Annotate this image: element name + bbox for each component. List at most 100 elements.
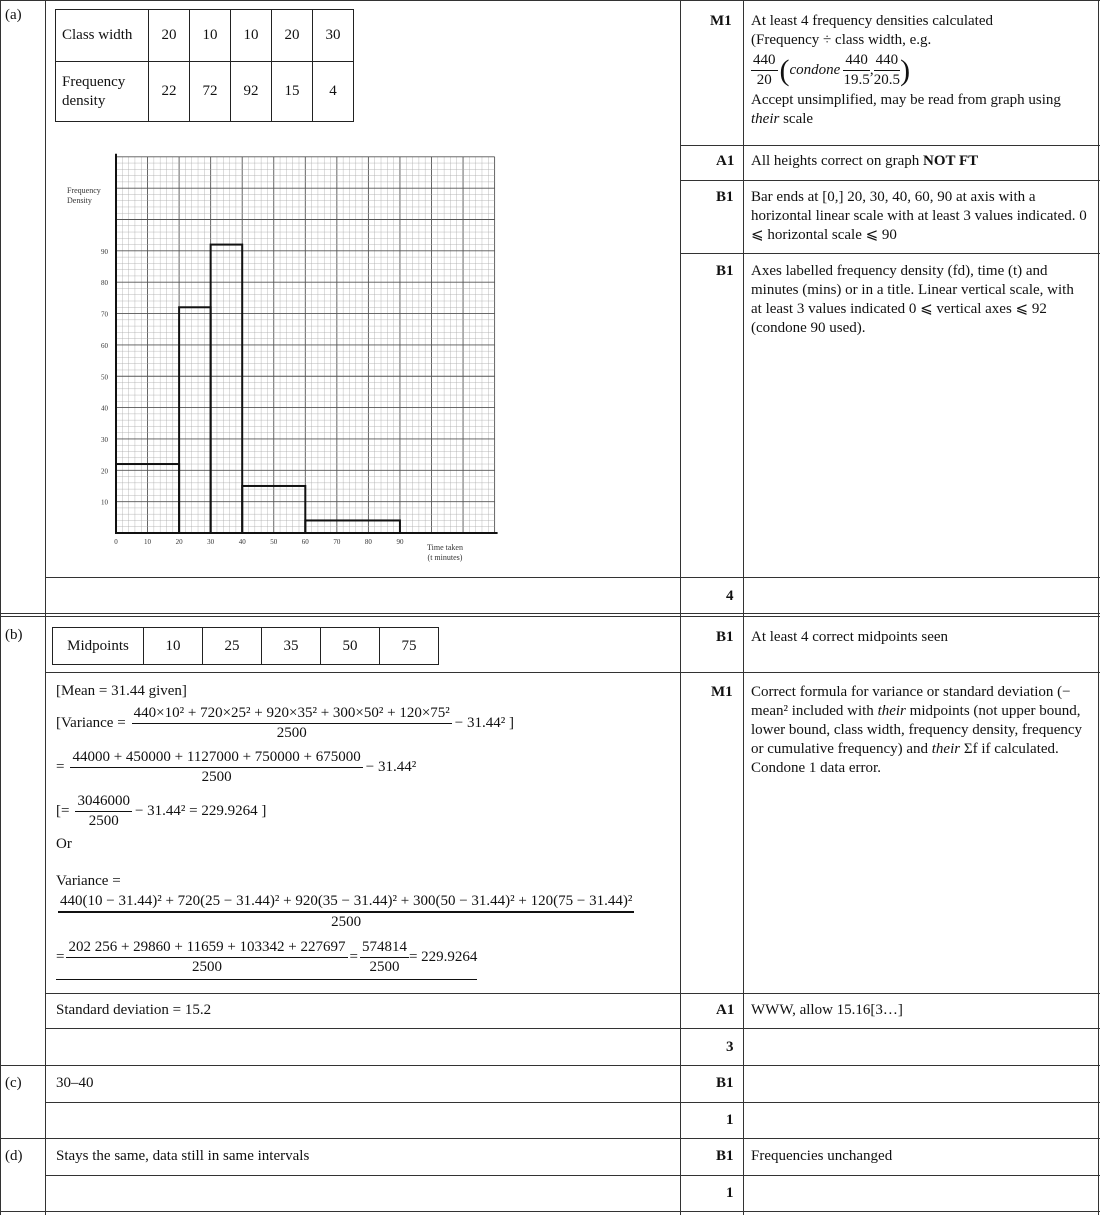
x-axis-label-line: Time taken: [427, 543, 463, 552]
fraction-denominator: 2500: [201, 769, 232, 785]
note-text: All heights correct on graph: [751, 153, 924, 169]
midpoint-cell: 50: [320, 627, 380, 665]
histogram-bar: [241, 484, 307, 535]
fraction-numerator: 574814: [359, 938, 409, 958]
note-text: scale: [779, 111, 814, 127]
class-width-cell: 10: [189, 9, 231, 62]
or-text: Or: [56, 836, 72, 852]
fraction-denominator: 2500: [276, 725, 307, 741]
midpoint-cell: 35: [261, 627, 321, 665]
fraction-denominator: 2500: [369, 959, 400, 975]
mark-note: At least 4 frequency densities calculate…: [751, 12, 1091, 129]
variance-suffix: − 31.44² ]: [454, 715, 514, 731]
mark-code: A1: [716, 153, 735, 169]
y-axis-label-line: Density: [67, 196, 92, 205]
x-tick-label: 70: [333, 538, 341, 546]
fraction-numerator: 202 256 + 29860 + 11659 + 103342 + 22769…: [66, 938, 348, 958]
total-marks: 4: [726, 588, 734, 604]
class-width-cell: 20: [271, 9, 313, 62]
class-width-cell: 30: [312, 9, 354, 62]
y-tick-label: 60: [101, 342, 109, 350]
note-text: midpoints (not upper bound, lower bound,…: [751, 703, 1083, 757]
total-marks: 1: [726, 1185, 734, 1201]
mark-note: All heights correct on graph NOT FT: [751, 152, 978, 171]
equals: =: [56, 949, 65, 965]
condone-text: condone: [789, 62, 841, 78]
mark-note: Correct formula for variance or standard…: [751, 683, 1086, 778]
part-label-a: (a): [5, 7, 22, 23]
fraction-denominator: 2500: [88, 813, 119, 829]
note-text: Accept unsimplified, may be read from gr…: [751, 92, 1061, 108]
fraction-numerator: 440: [843, 51, 870, 71]
frequency-density-label: Frequency density: [55, 61, 149, 122]
variance-alt-step: = 202 256 + 29860 + 11659 + 103342 + 227…: [56, 938, 478, 980]
mark-code: B1: [716, 629, 734, 645]
x-tick-label: 90: [396, 538, 404, 546]
class-width-cell: 10: [230, 9, 272, 62]
y-axis-label-line: Frequency: [67, 186, 101, 195]
mean-given: [Mean = 31.44 given]: [56, 683, 187, 699]
y-tick-label: 90: [101, 248, 109, 256]
y-tick-label: 70: [101, 311, 109, 319]
mark-note: WWW, allow 15.16[3…]: [751, 1002, 903, 1018]
x-tick-label: 10: [144, 538, 152, 546]
fraction-numerator: 440: [873, 51, 901, 71]
class-width-label: Class width: [55, 9, 149, 62]
mark-code: B1: [716, 189, 734, 205]
y-tick-label: 50: [101, 373, 109, 381]
variance-alt-formula: 440(10 − 31.44)² + 720(25 − 31.44)² + 92…: [58, 892, 635, 932]
fraction-numerator: 44000 + 450000 + 1127000 + 750000 + 6750…: [70, 748, 363, 768]
fd-cell: 15: [271, 61, 313, 122]
variance-suffix: − 31.44²: [365, 759, 417, 775]
bracket-prefix: [=: [56, 803, 70, 819]
fraction-denominator: 2500: [331, 914, 362, 930]
note-text: Σf if calculated.: [960, 741, 1059, 757]
midpoint-cell: 10: [143, 627, 203, 665]
y-tick-label: 10: [101, 499, 109, 507]
fraction-denominator: 20.5: [873, 72, 900, 88]
mark-code: B1: [716, 263, 734, 279]
mark-note: Frequencies unchanged: [751, 1148, 893, 1164]
fd-cell: 72: [189, 61, 231, 122]
histogram-bar: [304, 519, 401, 534]
x-axis-label-line: (t minutes): [428, 553, 463, 562]
x-tick-label: 60: [302, 538, 310, 546]
midpoints-label: Midpoints: [52, 627, 144, 665]
variance-prefix: [Variance =: [56, 715, 126, 731]
answer-c: 30–40: [56, 1075, 94, 1091]
variance-formula: [Variance = 440×10² + 720×25² + 920×35² …: [56, 704, 514, 743]
y-tick-label: 40: [101, 405, 109, 413]
fd-cell: 92: [230, 61, 272, 122]
y-tick-label: 30: [101, 436, 109, 444]
x-tick-label: 50: [270, 538, 278, 546]
midpoint-cell: 75: [379, 627, 439, 665]
total-marks: 1: [726, 1112, 734, 1128]
total-marks: 3: [726, 1039, 734, 1055]
standard-deviation: Standard deviation = 15.2: [56, 1002, 212, 1018]
note-text: Condone 1 data error.: [751, 760, 881, 776]
x-tick-label: 0: [114, 538, 118, 546]
midpoint-cell: 25: [202, 627, 262, 665]
mark-code: B1: [716, 1075, 734, 1091]
mark-note: Axes labelled frequency density (fd), ti…: [751, 263, 1074, 336]
fraction-numerator: 440×10² + 720×25² + 920×35² + 300×50² + …: [131, 704, 452, 724]
answer-d: Stays the same, data still in same inter…: [56, 1148, 310, 1164]
fd-cell: 22: [148, 61, 190, 122]
fraction-numerator: 440: [751, 51, 778, 71]
class-width-cell: 20: [148, 9, 190, 62]
y-tick-label: 80: [101, 279, 109, 287]
mark-code: A1: [716, 1002, 735, 1018]
note-italic: their: [877, 703, 906, 719]
note-bold: NOT FT: [923, 153, 979, 169]
note-text: Correct formula for variance or standard…: [751, 684, 1071, 719]
variance-result: = 229.9264: [408, 949, 478, 965]
frequency-density-table: Class width 20 10 10 20 30 Frequency den…: [55, 9, 354, 122]
equals: =: [56, 759, 65, 775]
mark-note: Bar ends at [0,] 20, 30, 40, 60, 90 at a…: [751, 189, 1087, 243]
mark-code: B1: [716, 1148, 734, 1164]
x-tick-label: 80: [365, 538, 373, 546]
fraction-numerator: 3046000: [75, 792, 132, 812]
fraction-denominator: 20: [756, 72, 772, 88]
variance-step-2: = 44000 + 450000 + 1127000 + 750000 + 67…: [56, 748, 416, 787]
